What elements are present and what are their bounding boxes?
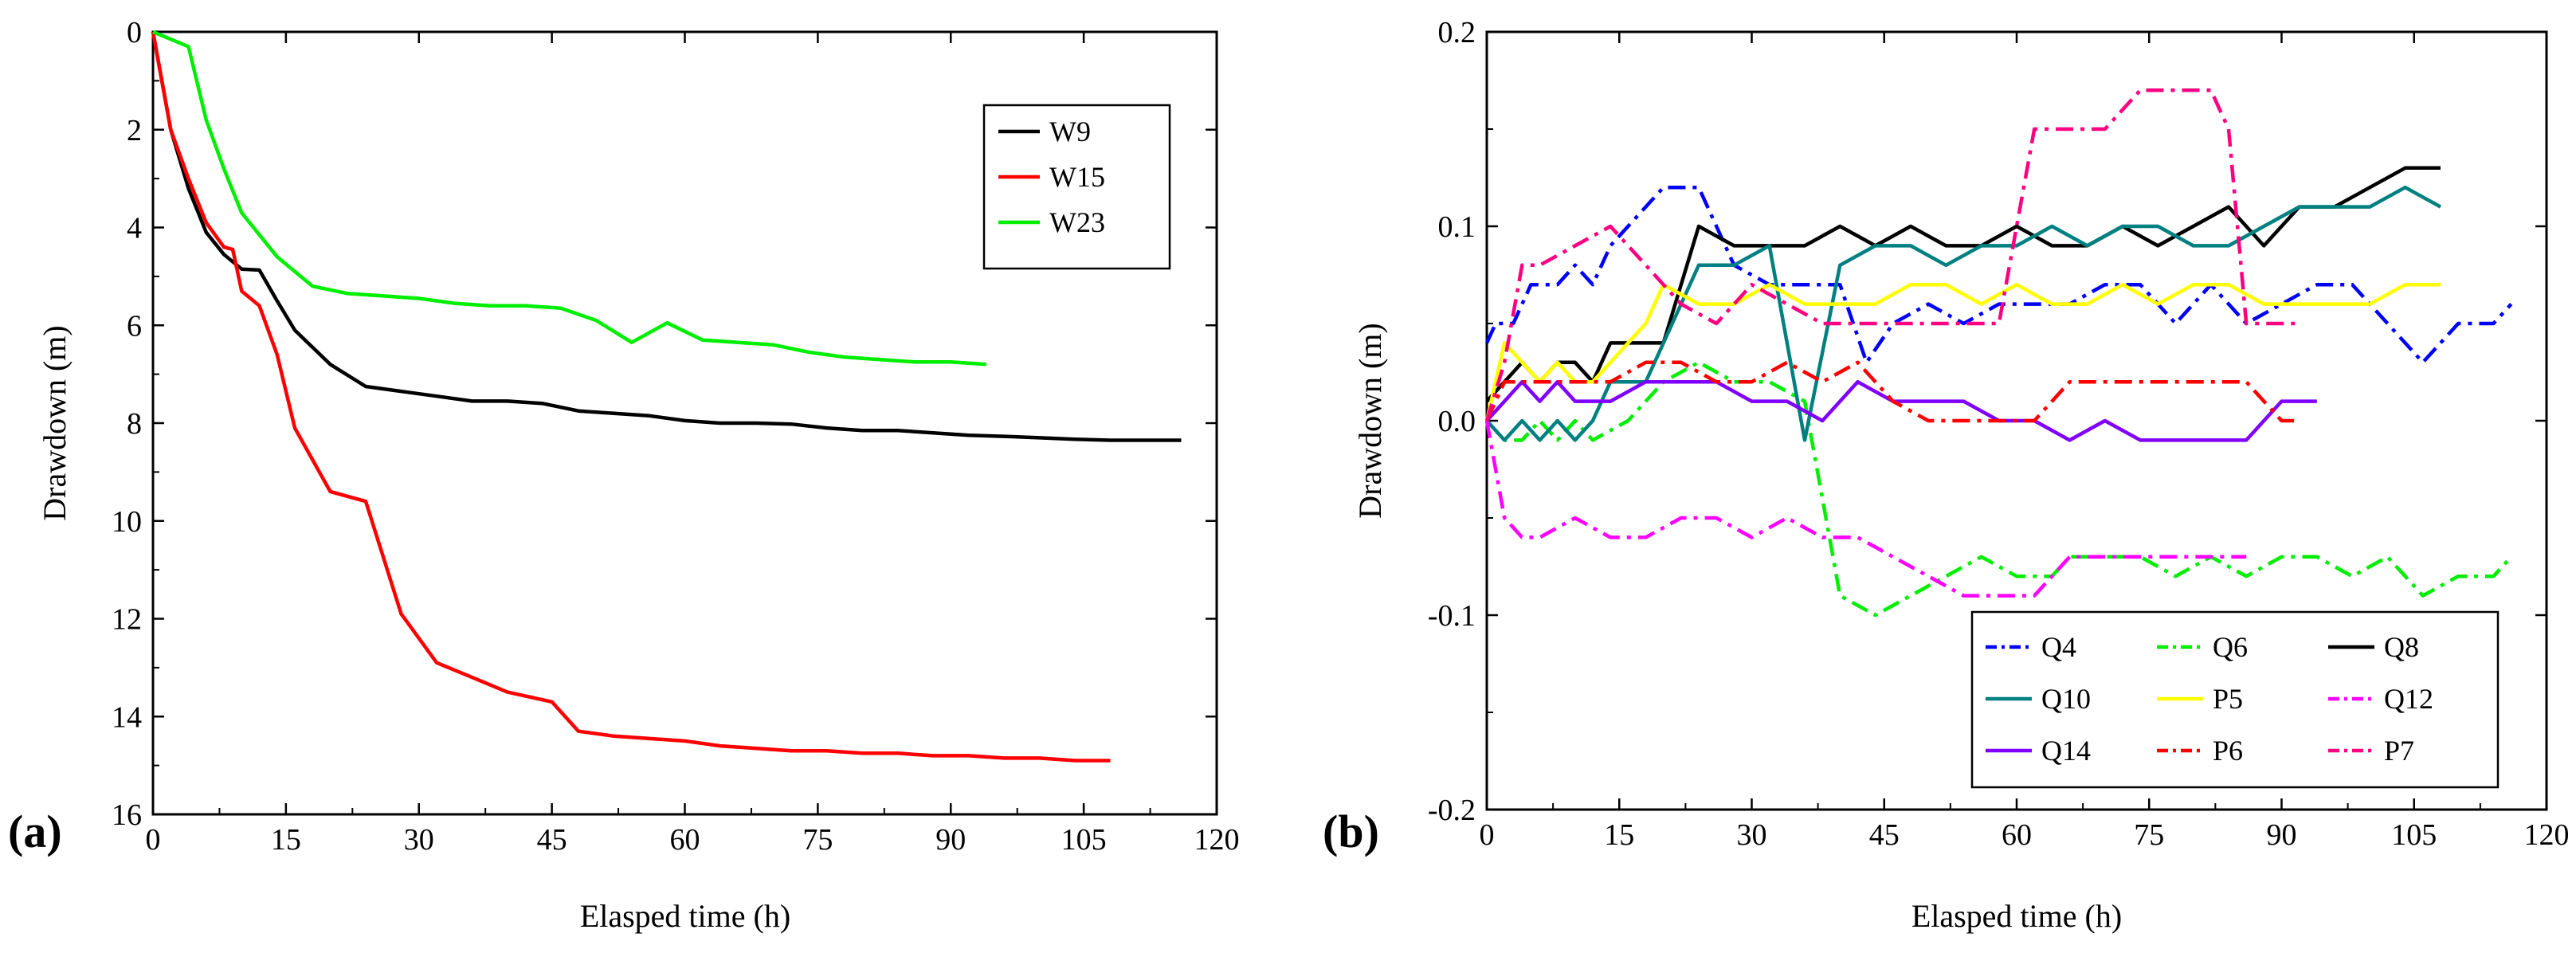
series-line-w15 (151, 31, 1111, 763)
y-tick-label-b: -0.1 (1428, 599, 1476, 633)
y-tick-label-a: 8 (127, 407, 142, 441)
x-tick-label-a: 0 (146, 823, 161, 857)
x-tick-label-b: 75 (2134, 818, 2164, 852)
x-axis-label-a: Elasped time (h) (580, 898, 790, 934)
legend-label-q14: Q14 (2041, 735, 2091, 767)
legend-label-w15: W15 (1049, 161, 1105, 193)
x-tick-label-a: 105 (1061, 823, 1107, 857)
y-tick-label-b: -0.2 (1428, 794, 1476, 827)
y-tick-label-a: 16 (112, 798, 142, 832)
legend-label-q4: Q4 (2041, 631, 2076, 663)
x-tick-label-b: 120 (2524, 818, 2570, 852)
y-axis-label-b: Drawdown (m) (1352, 323, 1388, 519)
x-tick-label-b: 0 (1480, 818, 1495, 852)
series-lines-b (1484, 88, 2513, 618)
y-tick-label-a: 6 (127, 309, 142, 343)
y-tick-label-a: 14 (112, 700, 142, 734)
series-line-q14 (1485, 379, 2317, 442)
series-line-w9 (151, 31, 1182, 442)
ticks-a: 0 15 30 45 60 75 90 105 120 0 2 4 6 8 10 12 14 16 (112, 16, 1240, 857)
legend-label-q8: Q8 (2384, 631, 2419, 663)
ticks-b: 0 15 30 45 60 75 90 105 120 0.2 0.1 0.0 -0.1 -0.2 (1428, 16, 2570, 852)
legend-label-w23: W23 (1049, 206, 1105, 238)
legend-label-q10: Q10 (2041, 683, 2091, 715)
panel-label-b: (b) (1323, 806, 1379, 857)
x-tick-label-b: 60 (2002, 818, 2032, 852)
legend-label-p5: P5 (2213, 683, 2243, 715)
y-tick-label-a: 12 (112, 603, 142, 637)
series-line-q4 (1484, 185, 2513, 365)
legend-label-p6: P6 (2213, 735, 2243, 767)
y-tick-label-b: 0.2 (1438, 16, 1476, 49)
y-tick-label-a: 0 (127, 16, 142, 49)
x-tick-label-a: 60 (670, 823, 700, 857)
legend-label-w9: W9 (1049, 116, 1091, 147)
x-tick-label-a: 30 (404, 823, 434, 857)
series-line-w23 (152, 29, 986, 367)
x-tick-label-a: 90 (935, 823, 966, 857)
x-tick-label-b: 105 (2391, 818, 2437, 852)
x-tick-label-a: 15 (271, 823, 301, 857)
y-axis-label-a: Drawdown (m) (37, 325, 73, 521)
x-tick-label-b: 45 (1869, 818, 1900, 852)
series-lines-a (151, 29, 1182, 763)
legend-box-b (1970, 610, 2500, 789)
x-tick-label-a: 45 (537, 823, 567, 857)
series-line-p6 (1484, 360, 2300, 423)
panel-label-a: (a) (8, 806, 62, 857)
legend-b: Q4 Q6 Q8 Q10 P5 Q12 Q14 P6 P7 (1970, 610, 2500, 789)
series-line-q6 (1485, 360, 2513, 618)
x-tick-label-a: 120 (1194, 823, 1240, 857)
x-tick-label-b: 30 (1737, 818, 1767, 852)
series-line-q8 (1485, 166, 2441, 403)
x-tick-label-a: 75 (802, 823, 833, 857)
series-line-q12 (1484, 420, 2247, 598)
series-line-q10 (1485, 185, 2442, 442)
series-line-p7 (1484, 88, 2300, 422)
panel-a: 0 15 30 45 60 75 90 105 120 0 2 4 6 8 10 12 14 16 W9 W15 W2… (8, 16, 1240, 934)
y-tick-label-a: 2 (127, 114, 142, 147)
y-tick-label-b: 0.0 (1438, 405, 1476, 438)
legend-label-q6: Q6 (2213, 631, 2248, 663)
legend-label-q12: Q12 (2384, 683, 2433, 715)
x-axis-label-b: Elasped time (h) (1911, 898, 2122, 934)
x-tick-label-b: 90 (2267, 818, 2297, 852)
x-tick-label-b: 15 (1604, 818, 1634, 852)
legend-a: W9 W15 W23 (982, 104, 1171, 270)
y-tick-label-a: 4 (127, 212, 142, 245)
y-tick-label-a: 10 (112, 505, 142, 539)
legend-label-p7: P7 (2384, 735, 2414, 767)
y-tick-label-b: 0.1 (1438, 210, 1476, 244)
